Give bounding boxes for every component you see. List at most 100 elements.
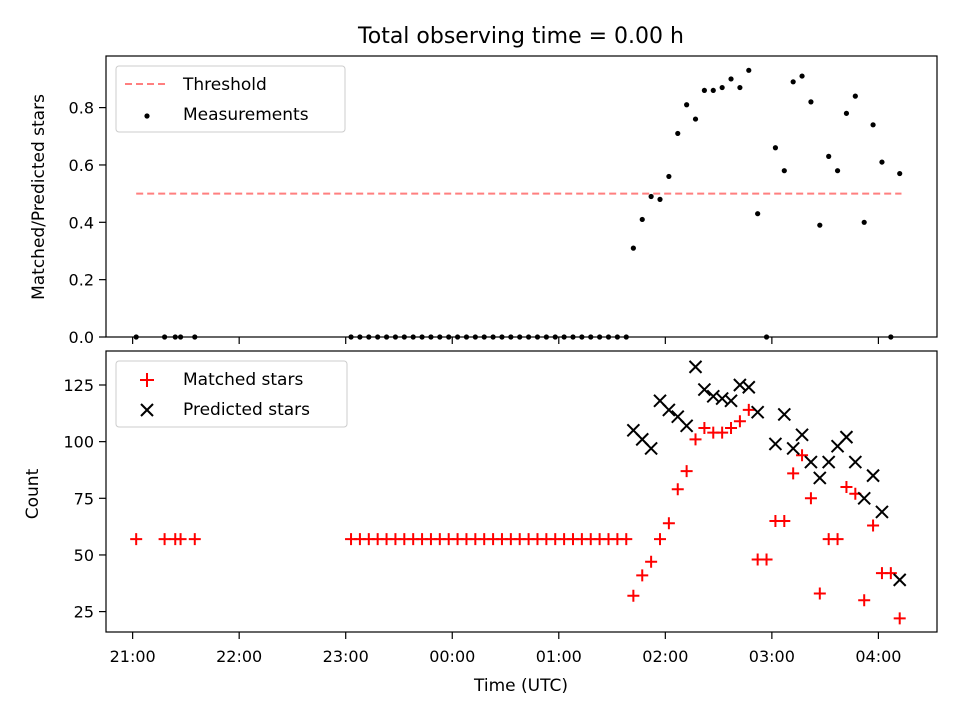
- legend-measurements-label: Measurements: [183, 105, 309, 125]
- predicted-star-point: [857, 491, 871, 506]
- x-tick-label: 00:00: [429, 647, 475, 666]
- measurement-point: [639, 216, 645, 223]
- measurement-point: [826, 153, 832, 159]
- measurement-point: [897, 170, 903, 177]
- measurement-point: [648, 193, 654, 200]
- matched-star-point: [627, 589, 640, 602]
- legend-threshold-label: Threshold: [182, 75, 267, 95]
- matched-star-point: [698, 422, 711, 435]
- predicted-star-point: [893, 573, 907, 587]
- measurement-point: [852, 93, 858, 99]
- predicted-star-point: [724, 394, 738, 408]
- predicted-star-point: [715, 391, 729, 406]
- measurement-point: [755, 211, 761, 217]
- measurement-point: [790, 79, 796, 85]
- top-y-tick-label: 0.6: [69, 156, 94, 175]
- x-tick-label: 21:00: [110, 647, 156, 666]
- top-panel: 0.00.20.40.60.8 Matched/Predicted stars …: [29, 55, 938, 347]
- bottom-y-tick-label: 50: [74, 546, 94, 565]
- matched-star-point: [858, 594, 871, 607]
- matched-star-point: [778, 514, 791, 527]
- top-y-tick-label: 0.2: [69, 271, 94, 290]
- matched-star-point: [831, 533, 844, 546]
- measurement-point: [870, 122, 876, 128]
- predicted-star-point: [804, 455, 818, 469]
- top-y-ticks: 0.0 0.2 0.4 0.6 0.8: [69, 99, 106, 347]
- measurement-point: [630, 245, 636, 251]
- predicted-star-point: [848, 455, 863, 469]
- measurement-point: [737, 84, 743, 91]
- x-tick-label: 22:00: [216, 647, 262, 666]
- measurement-point: [817, 222, 823, 228]
- x-tick-label: 23:00: [323, 647, 369, 666]
- matched-star-point: [884, 567, 897, 580]
- predicted-star-point: [733, 378, 747, 392]
- matched-star-point: [787, 467, 800, 480]
- bottom-legend: Matched stars Predicted stars: [115, 360, 348, 428]
- matched-star-point: [742, 403, 755, 416]
- predicted-star-point: [706, 389, 720, 404]
- top-legend: Threshold Measurements: [115, 65, 346, 133]
- matched-star-point: [733, 415, 746, 428]
- measurement-point: [799, 73, 805, 79]
- predicted-star-point: [777, 407, 792, 422]
- top-legend-box: [115, 65, 346, 133]
- bottom-y-ticks: 25 50 75 100 125: [63, 376, 106, 622]
- bottom-y-tick-label: 75: [74, 489, 94, 508]
- top-y-axis-label: Matched/Predicted stars: [29, 94, 49, 300]
- measurement-point: [746, 67, 752, 73]
- matched-star-point: [662, 517, 675, 530]
- measurement-point: [861, 219, 867, 225]
- measurement-point: [843, 110, 850, 116]
- measurement-point: [684, 102, 690, 108]
- predicted-star-point: [821, 455, 836, 469]
- matched-star-point: [620, 533, 633, 546]
- bottom-panel: 25 50 75 100 125 21:00 22:00 23:00 00:00 01:00 02…: [23, 350, 938, 696]
- legend-measurements-swatch: [144, 113, 150, 119]
- top-y-tick-label: 0.8: [69, 99, 94, 118]
- bottom-y-tick-label: 125: [63, 376, 94, 395]
- legend-matched-label: Matched stars: [183, 370, 303, 390]
- measurement-point: [772, 145, 779, 151]
- measurement-point: [834, 168, 841, 174]
- measurement-point: [701, 87, 707, 94]
- matched-star-point: [130, 533, 143, 546]
- x-tick-label: 01:00: [536, 647, 582, 666]
- measurement-point: [719, 84, 725, 91]
- matched-star-point: [671, 483, 684, 496]
- predicted-star-point: [768, 437, 783, 451]
- legend-predicted-label: Predicted stars: [183, 400, 310, 420]
- legend-predicted-swatch: [140, 403, 154, 417]
- measurement-point: [781, 168, 787, 174]
- matched-star-point: [804, 492, 817, 505]
- measurement-point: [675, 130, 681, 137]
- bottom-y-tick-label: 25: [74, 603, 94, 622]
- predicted-star-point: [786, 441, 800, 456]
- chart-title: Total observing time = 0.00 h: [357, 24, 684, 49]
- legend-matched-swatch: [140, 373, 154, 387]
- predicted-star-point: [688, 360, 703, 374]
- predicted-star-point: [875, 505, 889, 519]
- predicted-star-point: [697, 382, 712, 397]
- matched-star-point: [174, 533, 187, 546]
- predicted-star-point: [795, 428, 809, 442]
- x-tick-label: 03:00: [749, 647, 795, 666]
- predicted-star-point: [750, 405, 765, 419]
- matched-star-point: [188, 533, 201, 546]
- matched-star-point: [645, 555, 658, 568]
- bottom-legend-box: [115, 360, 348, 428]
- x-tick-label: 04:00: [855, 647, 901, 666]
- measurement-point: [808, 99, 814, 105]
- matched-star-point: [689, 433, 702, 446]
- matched-star-point: [840, 480, 853, 493]
- matched-star-point: [636, 569, 649, 582]
- matched-star-point: [680, 465, 693, 478]
- matched-star-point: [725, 422, 738, 435]
- predicted-star-point: [839, 430, 854, 444]
- bottom-y-axis-label: Count: [23, 468, 43, 519]
- matched-star-point: [654, 533, 666, 546]
- matched-star-point: [813, 587, 826, 600]
- measurement-point: [879, 159, 885, 165]
- top-x-ticks: [132, 337, 880, 344]
